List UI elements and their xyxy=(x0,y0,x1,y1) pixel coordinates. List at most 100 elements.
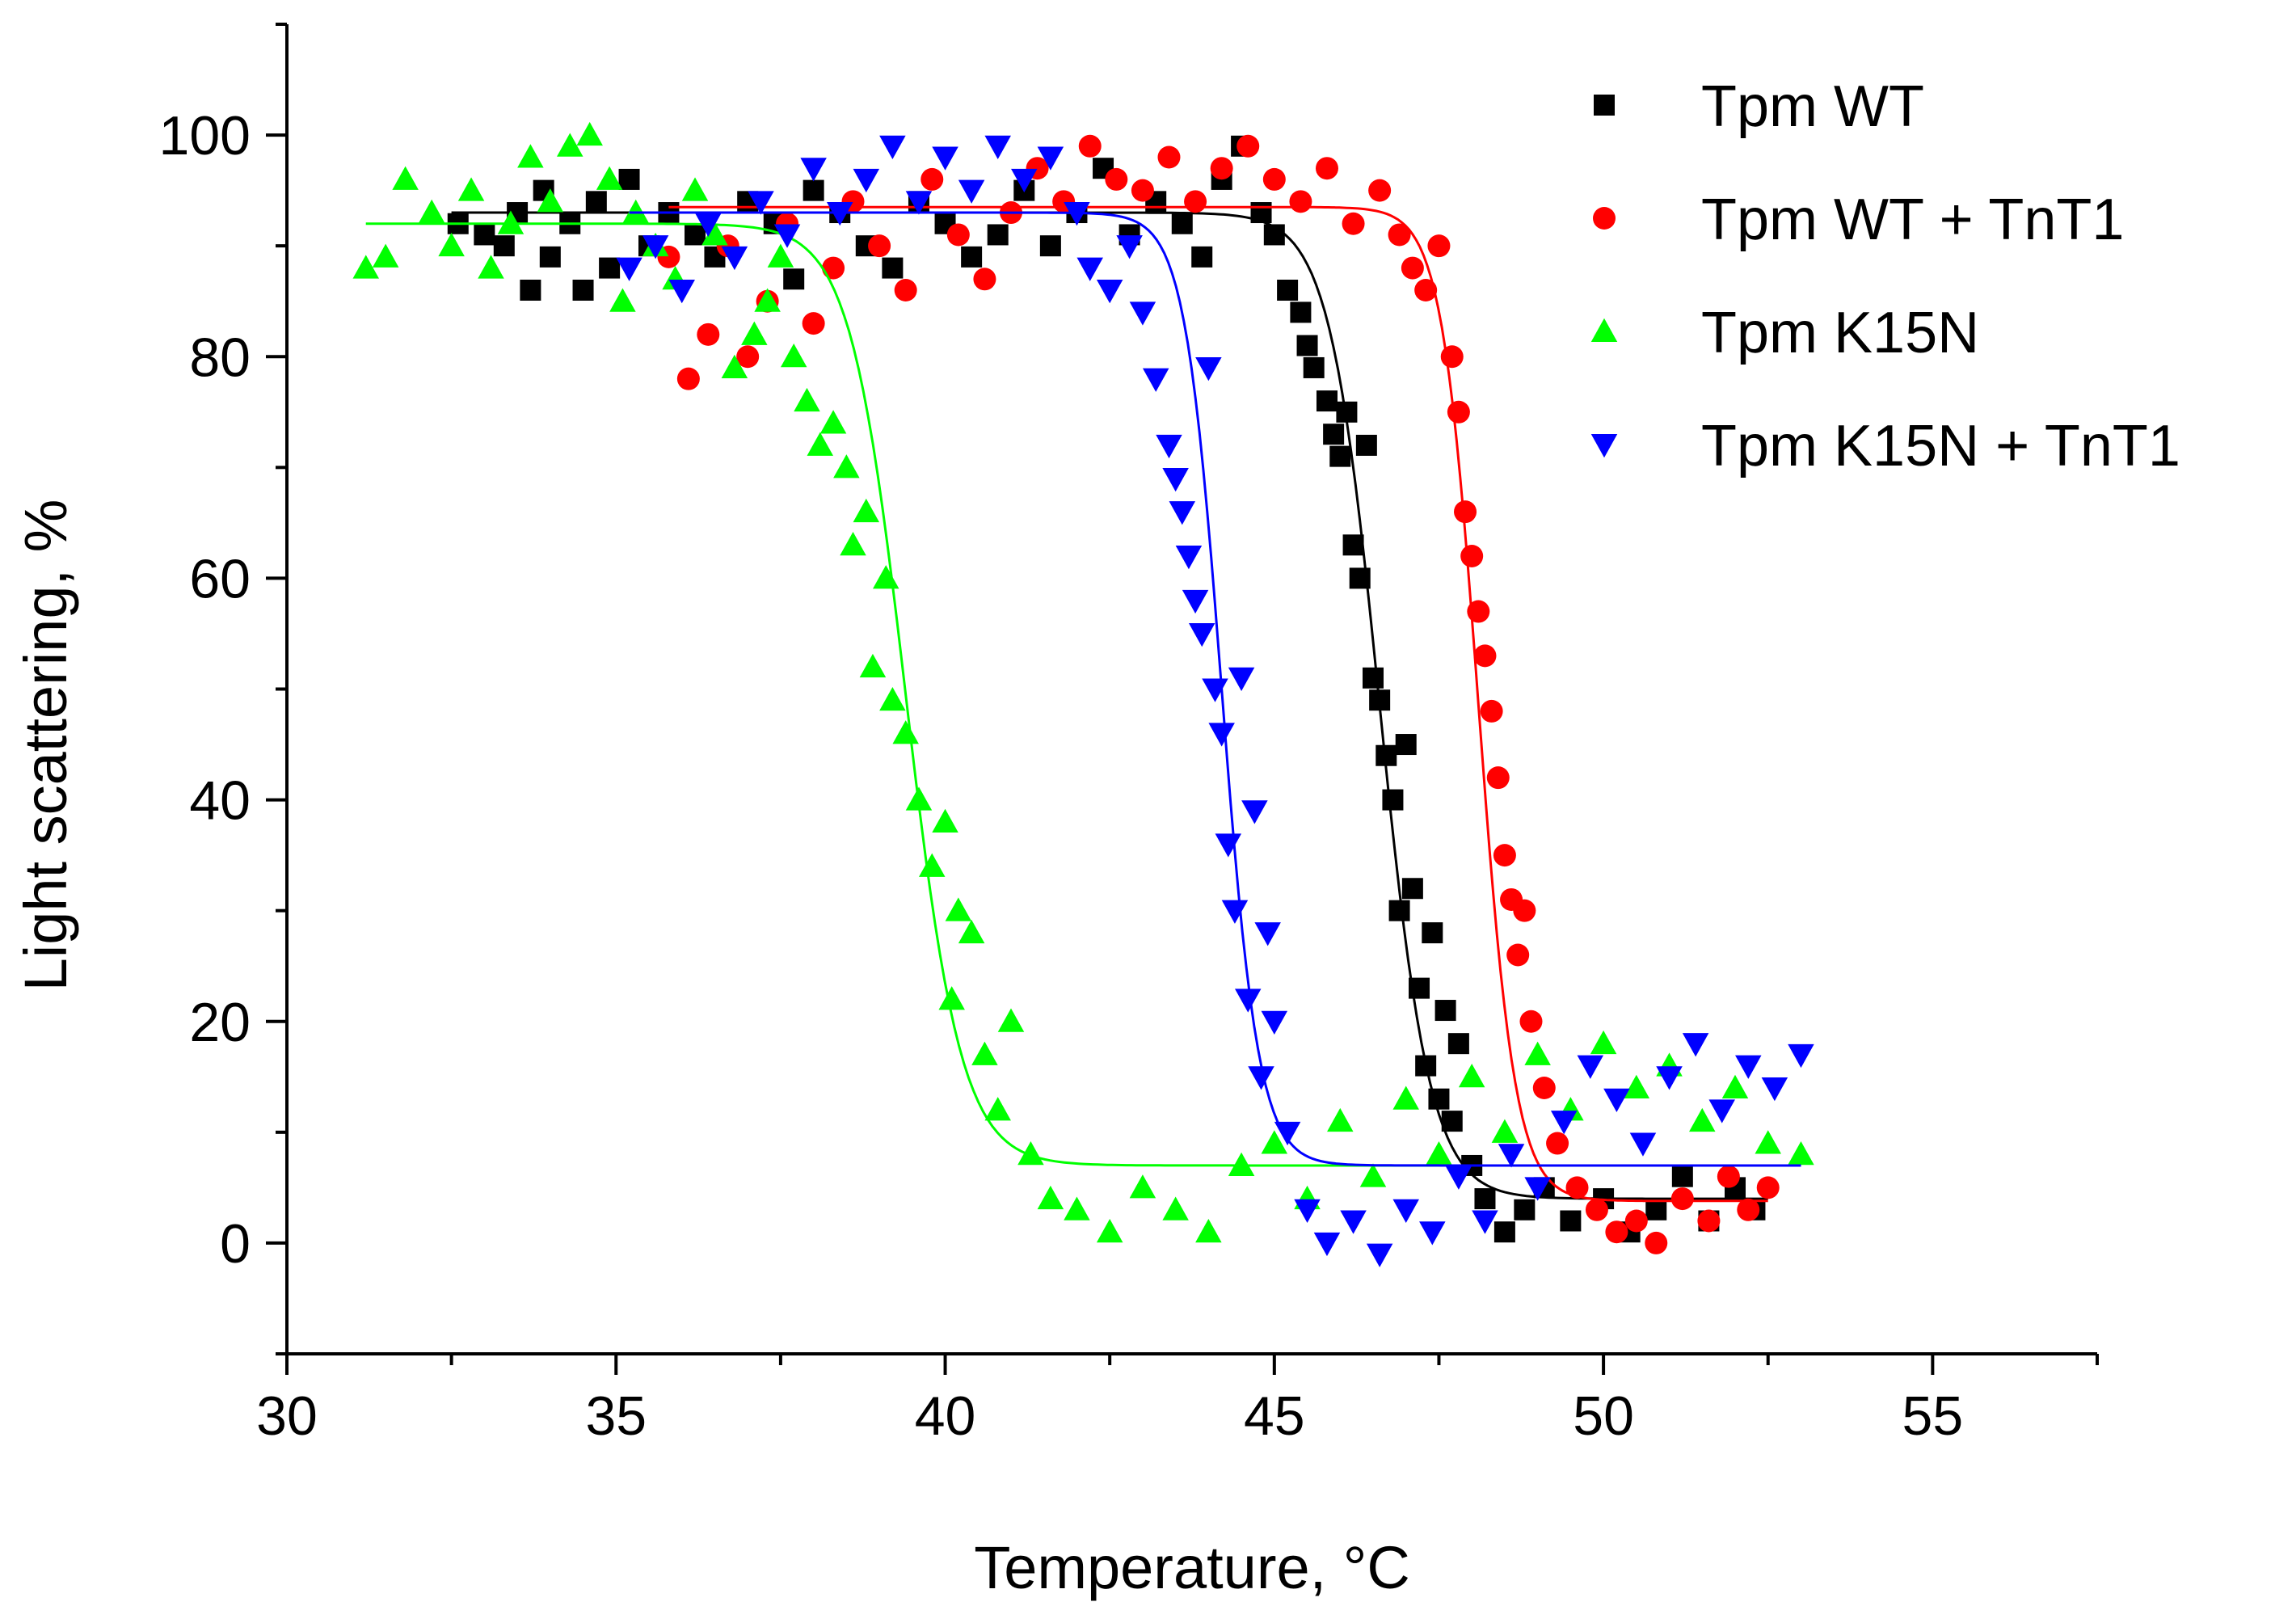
data-point xyxy=(1388,900,1410,921)
data-point xyxy=(800,158,827,182)
data-point xyxy=(1426,1141,1452,1166)
data-point xyxy=(1037,146,1064,171)
data-point xyxy=(1289,190,1312,213)
data-point xyxy=(1560,1210,1582,1232)
fit-curve xyxy=(451,211,1768,1200)
data-point xyxy=(701,221,728,246)
data-point xyxy=(1689,1107,1716,1132)
data-point xyxy=(1261,1130,1288,1154)
data-point xyxy=(1427,234,1451,258)
data-point xyxy=(596,166,623,190)
data-point xyxy=(1445,1166,1472,1190)
data-point xyxy=(539,246,561,268)
data-point xyxy=(1708,1099,1735,1123)
data-point xyxy=(773,224,801,248)
y-tick-label: 80 xyxy=(189,327,251,388)
legend-marker xyxy=(1590,318,1618,342)
data-point xyxy=(803,179,824,201)
data-point xyxy=(754,288,781,312)
data-point xyxy=(882,257,904,279)
data-point xyxy=(822,256,845,280)
data-point xyxy=(946,223,970,247)
data-point xyxy=(1605,1220,1628,1244)
data-point xyxy=(1327,1107,1354,1132)
data-point xyxy=(1342,212,1365,235)
data-point xyxy=(1195,1218,1222,1243)
data-point xyxy=(1755,1130,1781,1154)
data-point xyxy=(932,146,958,171)
fit-curve xyxy=(365,222,1801,1167)
x-tick-label: 30 xyxy=(256,1385,318,1447)
legend-label: Tpm WT + TnT1 xyxy=(1701,188,2124,252)
data-point xyxy=(1447,400,1470,424)
data-point xyxy=(1603,1088,1630,1112)
series-0 xyxy=(447,135,1768,1243)
data-point xyxy=(1682,1033,1709,1057)
data-point xyxy=(618,168,640,190)
data-point xyxy=(1737,1198,1760,1221)
data-point xyxy=(1513,899,1536,922)
data-point xyxy=(609,288,636,312)
data-point xyxy=(557,133,583,157)
data-point xyxy=(958,179,985,204)
data-point xyxy=(1182,589,1209,614)
y-tick-label: 40 xyxy=(189,770,251,832)
x-tick-label: 45 xyxy=(1244,1385,1305,1447)
data-point xyxy=(958,919,985,944)
data-point xyxy=(807,432,834,456)
data-point xyxy=(1629,1132,1657,1157)
data-point xyxy=(1498,1144,1525,1168)
data-point xyxy=(879,686,906,711)
legend-label: Tpm WT xyxy=(1701,74,1924,139)
data-point xyxy=(840,532,866,556)
data-point xyxy=(1096,280,1123,304)
data-point xyxy=(1162,1196,1189,1220)
data-point xyxy=(819,410,847,434)
data-point xyxy=(1241,800,1268,824)
data-point xyxy=(984,135,1011,160)
data-point xyxy=(616,257,642,281)
data-point xyxy=(1434,1000,1456,1022)
data-point xyxy=(1228,1152,1255,1176)
data-point xyxy=(1388,223,1411,247)
data-point xyxy=(736,345,760,369)
data-point xyxy=(1414,279,1438,301)
data-point xyxy=(1506,943,1530,967)
data-point xyxy=(1458,1064,1485,1088)
data-point xyxy=(1184,190,1207,213)
data-point xyxy=(1156,434,1182,459)
data-point xyxy=(1493,844,1516,867)
data-point xyxy=(1202,678,1228,702)
data-point xyxy=(921,167,944,191)
data-point xyxy=(1175,546,1203,570)
data-point xyxy=(1532,1077,1556,1099)
data-point xyxy=(1131,179,1154,202)
data-point xyxy=(497,210,524,234)
data-point xyxy=(1590,1030,1617,1055)
y-tick-label: 100 xyxy=(159,105,251,167)
data-point xyxy=(1486,766,1510,790)
data-point xyxy=(457,177,485,201)
data-point xyxy=(961,246,983,268)
data-point xyxy=(1735,1055,1762,1079)
data-point xyxy=(493,235,515,257)
data-point xyxy=(721,246,748,271)
data-point xyxy=(1191,246,1213,268)
data-point xyxy=(1329,445,1351,467)
data-point xyxy=(833,454,860,478)
data-point xyxy=(1623,1074,1650,1098)
data-point xyxy=(418,199,445,224)
plot-area xyxy=(352,121,1814,1267)
data-point xyxy=(1788,1043,1814,1069)
data-point xyxy=(1670,1187,1694,1211)
fit-curve xyxy=(668,205,1768,1203)
data-point xyxy=(1236,134,1260,158)
axes: 30 35 40 45 50 55 0 20 40 60 80 100 xyxy=(159,23,2099,1447)
data-point xyxy=(1142,368,1169,392)
data-point xyxy=(1039,235,1061,257)
data-point xyxy=(1392,1086,1419,1110)
data-point xyxy=(1096,1218,1123,1243)
data-point xyxy=(685,224,706,246)
data-point xyxy=(987,224,1009,246)
data-point xyxy=(681,177,709,201)
